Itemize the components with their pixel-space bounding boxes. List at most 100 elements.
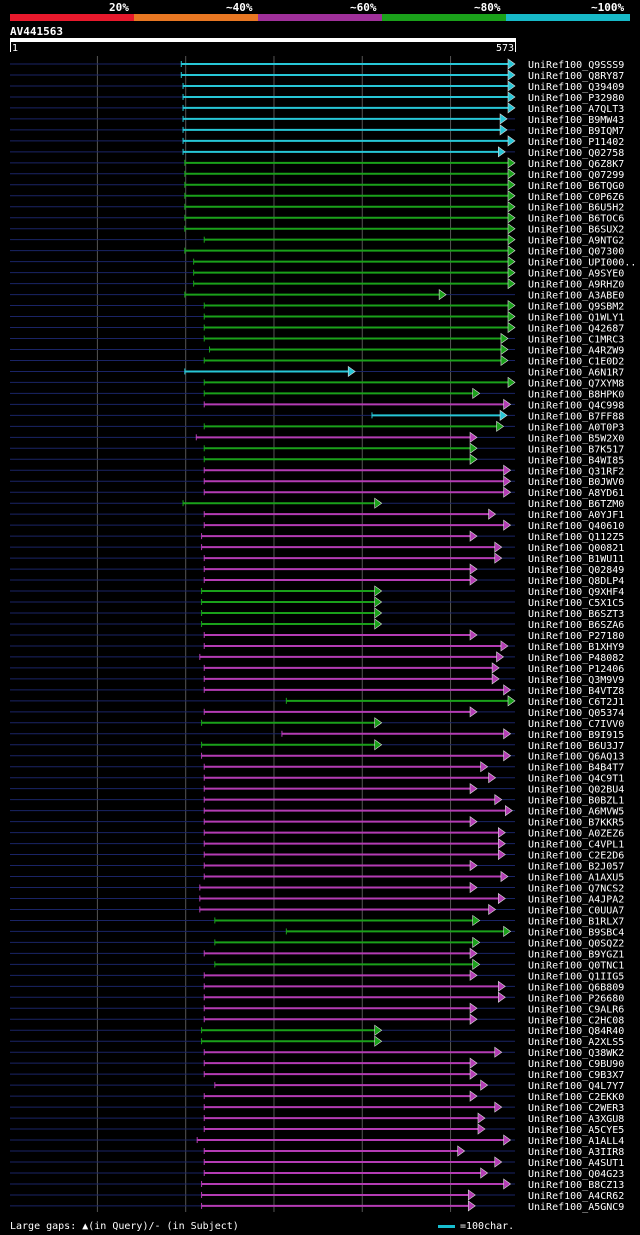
hit-row[interactable]: UniRef100_B8HPK0 [10,387,624,400]
hit-row[interactable]: UniRef100_Q4L7Y7 [10,1079,624,1092]
hit-row[interactable]: UniRef100_B4B4T7 [10,761,624,774]
hit-label[interactable]: UniRef100_A3ABE0 [528,291,624,302]
hit-row[interactable]: UniRef100_A3IIR8 [10,1145,624,1158]
hit-label[interactable]: UniRef100_C9BU90 [528,1059,624,1070]
hit-row[interactable]: UniRef100_A9RHZ0 [10,278,624,291]
hit-label[interactable]: UniRef100_C6T2J1 [528,697,624,708]
hit-label[interactable]: UniRef100_Q02849 [528,565,624,576]
hit-label[interactable]: UniRef100_P11402 [528,137,624,148]
hit-row[interactable]: UniRef100_B1RLX7 [10,914,624,927]
hit-row[interactable]: UniRef100_C2HC08 [10,1013,624,1026]
hit-row[interactable]: UniRef100_B9I915 [10,728,624,741]
hit-label[interactable]: UniRef100_B5W2X0 [528,433,624,444]
hit-row[interactable]: UniRef100_B6U5H2 [10,201,624,214]
hit-label[interactable]: UniRef100_Q6AQ13 [528,752,624,763]
hit-row[interactable]: UniRef100_B0BZL1 [10,794,624,807]
hit-label[interactable]: UniRef100_Q8DLP4 [528,576,624,587]
hit-row[interactable]: UniRef100_P11402 [10,135,624,148]
hit-label[interactable]: UniRef100_B4WI85 [528,455,624,466]
hit-label[interactable]: UniRef100_B6SZT3 [528,609,624,620]
hit-row[interactable]: UniRef100_A6MVW5 [10,805,624,818]
hit-label[interactable]: UniRef100_Q9SBM2 [528,302,624,313]
hit-row[interactable]: UniRef100_Q6Z8K7 [10,157,624,170]
hit-row[interactable]: UniRef100_B9YGZ1 [10,947,624,960]
hit-row[interactable]: UniRef100_B6TZM0 [10,497,624,510]
hit-row[interactable]: UniRef100_B1XHY9 [10,640,624,653]
hit-row[interactable]: UniRef100_P27180 [10,629,624,642]
hit-row[interactable]: UniRef100_Q112Z5 [10,530,624,543]
hit-label[interactable]: UniRef100_A4SUT1 [528,1158,624,1169]
hit-row[interactable]: UniRef100_A2XLS5 [10,1035,624,1048]
hit-label[interactable]: UniRef100_Q31RF2 [528,466,624,477]
hit-row[interactable]: UniRef100_Q02849 [10,563,624,576]
hit-label[interactable]: UniRef100_B6TQG0 [528,181,624,192]
hit-row[interactable]: UniRef100_Q7NCS2 [10,881,624,895]
hit-label[interactable]: UniRef100_P32980 [528,93,624,104]
hit-label[interactable]: UniRef100_B1RLX7 [528,916,624,927]
hit-row[interactable]: UniRef100_B1WU11 [10,552,624,565]
hit-label[interactable]: UniRef100_P48082 [528,653,624,664]
hit-row[interactable]: UniRef100_P26680 [10,991,624,1004]
hit-label[interactable]: UniRef100_B9MW43 [528,115,624,126]
hit-label[interactable]: UniRef100_A8YD61 [528,488,624,499]
hit-row[interactable]: UniRef100_B7KKR5 [10,816,624,829]
hit-row[interactable]: UniRef100_P32980 [10,91,624,104]
hit-row[interactable]: UniRef100_B6SUX2 [10,223,624,236]
hit-row[interactable]: UniRef100_C2WER3 [10,1101,624,1114]
hit-label[interactable]: UniRef100_C5X1C5 [528,598,624,609]
hit-label[interactable]: UniRef100_Q1WLY1 [528,313,624,324]
hit-label[interactable]: UniRef100_C9B3X7 [528,1070,624,1081]
hit-label[interactable]: UniRef100_P12406 [528,664,624,675]
hit-row[interactable]: UniRef100_A0T0P3 [10,420,624,433]
hit-row[interactable]: UniRef100_B6U3J7 [10,739,624,752]
hit-label[interactable]: UniRef100_B0BZL1 [528,796,624,807]
hit-row[interactable]: UniRef100_B5W2X0 [10,431,624,444]
hit-label[interactable]: UniRef100_Q07300 [528,247,624,258]
hit-label[interactable]: UniRef100_A4JPA2 [528,894,624,905]
hit-row[interactable]: UniRef100_A4JPA2 [10,892,624,905]
hit-row[interactable]: UniRef100_C2EKK0 [10,1090,624,1103]
hit-row[interactable]: UniRef100_A0YJF1 [10,508,624,521]
hit-row[interactable]: UniRef100_C4VPL1 [10,837,624,851]
hit-label[interactable]: UniRef100_Q02BU4 [528,785,624,796]
hit-row[interactable]: UniRef100_P48082 [10,651,624,664]
hit-label[interactable]: UniRef100_A3XGU8 [528,1114,624,1125]
hit-row[interactable]: UniRef100_C9ALR6 [10,1002,624,1015]
hit-row[interactable]: UniRef100_A4SUT1 [10,1156,624,1169]
hit-label[interactable]: UniRef100_Q112Z5 [528,532,624,543]
hit-label[interactable]: UniRef100_Q3M9V9 [528,675,624,686]
hit-label[interactable]: UniRef100_P27180 [528,631,624,642]
hit-row[interactable]: UniRef100_B9MW43 [10,113,624,126]
hit-row[interactable]: UniRef100_Q0SQZ2 [10,936,624,949]
hit-label[interactable]: UniRef100_C1E0D2 [528,356,624,367]
hit-row[interactable]: UniRef100_Q3M9V9 [10,673,624,686]
hit-row[interactable]: UniRef100_C0P6Z6 [10,190,624,203]
hit-row[interactable]: UniRef100_Q8RY87 [10,69,624,82]
hit-row[interactable]: UniRef100_C5X1C5 [10,596,624,609]
hit-label[interactable]: UniRef100_Q0TNC1 [528,960,624,971]
hit-label[interactable]: UniRef100_Q8RY87 [528,71,624,82]
hit-row[interactable]: UniRef100_Q4C998 [10,398,624,411]
hit-row[interactable]: UniRef100_B9SBC4 [10,925,624,938]
hit-label[interactable]: UniRef100_A3IIR8 [528,1147,624,1158]
hit-label[interactable]: UniRef100_Q7NCS2 [528,884,624,895]
hit-label[interactable]: UniRef100_B9I915 [528,730,624,741]
hit-label[interactable]: UniRef100_A6N1R7 [528,367,624,378]
hit-label[interactable]: UniRef100_C2HC08 [528,1015,624,1026]
hit-row[interactable]: UniRef100_B6TOC6 [10,212,624,225]
hit-label[interactable]: UniRef100_C0P6Z6 [528,192,624,203]
hit-row[interactable]: UniRef100_Q0TNC1 [10,958,624,971]
hit-row[interactable]: UniRef100_B2J057 [10,859,624,873]
hit-row[interactable]: UniRef100_A5GNC9 [10,1200,624,1213]
hit-row[interactable]: UniRef100_C7IVV0 [10,717,624,730]
hit-label[interactable]: UniRef100_B7KKR5 [528,818,624,829]
hit-label[interactable]: UniRef100_Q4C998 [528,400,624,411]
hit-label[interactable]: UniRef100_A4CR62 [528,1191,624,1202]
hit-label[interactable]: UniRef100_A0YJF1 [528,510,624,521]
hit-row[interactable]: UniRef100_A8YD61 [10,486,624,499]
hit-label[interactable]: UniRef100_B6TOC6 [528,214,624,225]
hit-row[interactable]: UniRef100_Q02758 [10,146,624,159]
hit-label[interactable]: UniRef100_Q6B809 [528,982,624,993]
hit-row[interactable]: UniRef100_Q07299 [10,168,624,181]
hit-row[interactable]: UniRef100_C9BU90 [10,1057,624,1070]
